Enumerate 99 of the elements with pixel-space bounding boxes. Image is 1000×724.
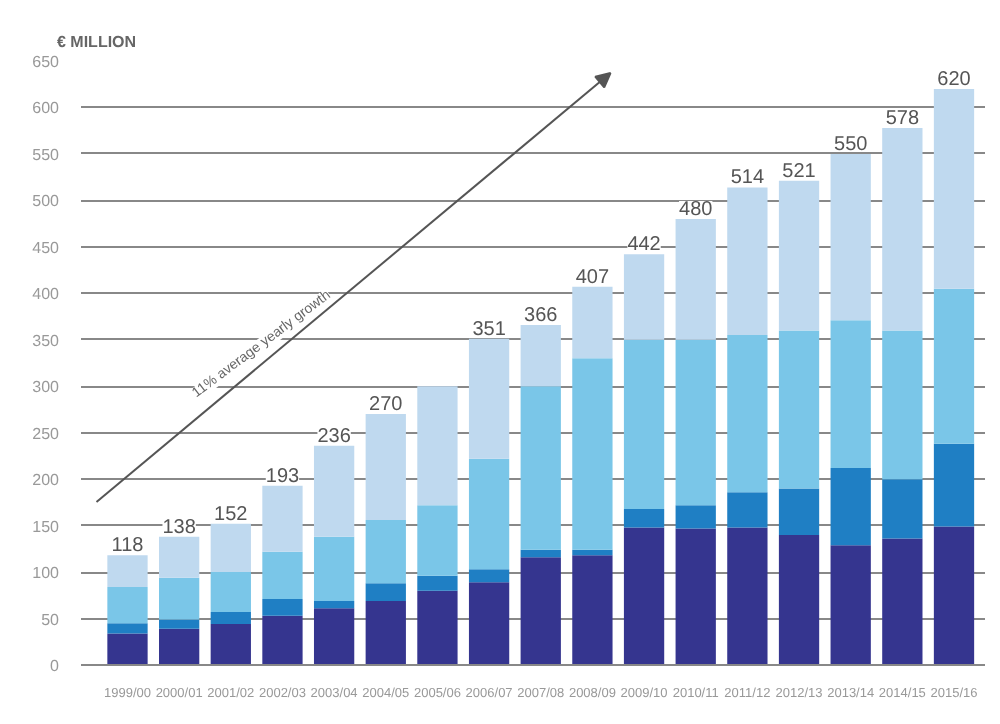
bar	[365, 520, 406, 584]
bar	[313, 536, 355, 601]
y-tick-label: 50	[41, 610, 61, 629]
y-tick-label: 250	[32, 424, 61, 443]
bar	[882, 538, 923, 665]
bar	[572, 555, 613, 665]
bar	[675, 339, 716, 506]
bar	[417, 505, 458, 576]
bar	[417, 575, 458, 591]
bar	[623, 254, 665, 340]
y-tick-label: 150	[32, 517, 61, 536]
bar	[210, 612, 251, 625]
total-label: 236	[317, 425, 352, 448]
bar	[727, 492, 768, 528]
bar	[572, 286, 613, 359]
bar	[572, 549, 613, 556]
y-tick-label: 450	[32, 238, 61, 257]
total-label: 407	[575, 266, 610, 289]
bar	[365, 583, 406, 601]
total-label: 193	[265, 465, 301, 488]
bar	[520, 386, 561, 550]
total-label: 620	[937, 68, 972, 91]
bar	[313, 608, 355, 665]
y-axis-title: € MILLION	[57, 33, 137, 51]
bar	[830, 153, 871, 321]
bar	[520, 324, 561, 387]
bar	[365, 600, 406, 665]
bar	[778, 180, 820, 331]
bar	[262, 485, 303, 552]
total-label: 578	[885, 107, 920, 130]
bar	[107, 633, 148, 665]
total-label: 118	[111, 535, 145, 558]
bar	[933, 88, 975, 289]
bar	[313, 600, 355, 609]
y-tick-label: 500	[32, 192, 61, 211]
bar	[210, 523, 251, 573]
total-label: 366	[524, 304, 559, 327]
y-tick-label: 400	[32, 285, 61, 304]
y-tick-label: 100	[32, 564, 61, 583]
y-tick-label: 600	[32, 99, 61, 118]
bar	[107, 555, 148, 587]
bar	[520, 557, 561, 665]
total-label: 152	[214, 503, 249, 526]
bar	[417, 590, 458, 665]
total-label: 480	[679, 198, 714, 221]
bar	[727, 527, 768, 665]
bar	[210, 572, 251, 613]
y-tick-label: 0	[50, 657, 61, 675]
bar	[468, 569, 510, 583]
y-tick-label: 350	[32, 331, 61, 350]
bar	[623, 339, 665, 509]
bar	[675, 218, 716, 340]
total-label: 514	[730, 167, 765, 190]
total-label: 270	[369, 394, 404, 417]
bar	[623, 508, 665, 528]
bar	[468, 338, 510, 459]
bar	[830, 545, 871, 665]
total-label: 351	[472, 318, 507, 341]
bar	[675, 505, 716, 529]
bar	[882, 127, 923, 331]
y-tick-label: 650	[32, 53, 61, 71]
bar	[210, 624, 251, 665]
bar	[727, 187, 768, 336]
bar	[262, 615, 303, 665]
bar	[778, 488, 820, 535]
bar	[107, 586, 148, 624]
bar	[675, 528, 716, 665]
bar	[159, 628, 200, 665]
bar	[778, 330, 820, 489]
bar	[830, 320, 871, 468]
bar	[159, 577, 200, 620]
bar	[159, 536, 200, 578]
y-tick-label: 550	[32, 145, 61, 164]
total-label: 550	[834, 133, 869, 156]
bar	[882, 330, 923, 480]
bar	[262, 599, 303, 616]
total-label: 138	[162, 516, 197, 539]
bar	[933, 443, 975, 527]
bar	[727, 335, 768, 493]
bar	[417, 386, 458, 506]
y-tick-label: 300	[32, 378, 61, 397]
total-label: 442	[627, 234, 662, 257]
bar	[107, 623, 148, 634]
bar	[830, 468, 871, 546]
bar	[623, 527, 665, 665]
bar	[159, 619, 200, 629]
total-label: 521	[782, 160, 817, 183]
bar	[933, 526, 975, 665]
bar	[572, 358, 613, 550]
bar	[365, 414, 406, 521]
bar	[313, 445, 355, 537]
bar	[468, 582, 510, 665]
bar	[520, 549, 561, 558]
y-tick-label: 200	[32, 471, 61, 490]
bar	[262, 551, 303, 600]
bar	[933, 288, 975, 444]
bar	[882, 479, 923, 539]
bar	[468, 458, 510, 570]
bar	[778, 534, 820, 665]
